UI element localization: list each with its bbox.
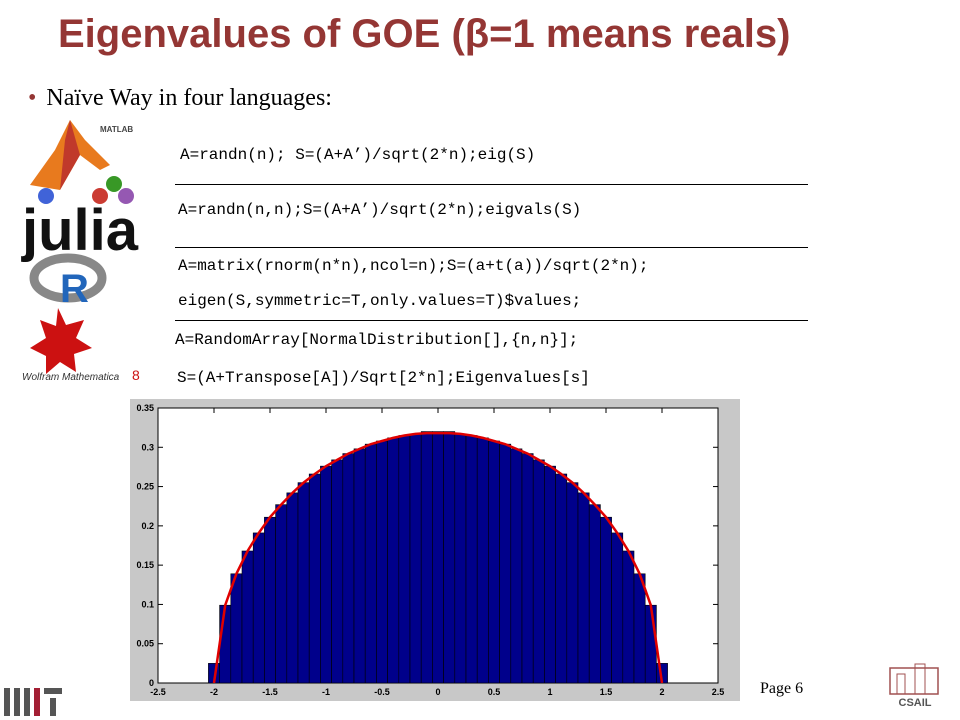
mit-bar	[4, 688, 10, 716]
julia-dot	[92, 188, 108, 204]
histogram-bar	[499, 443, 512, 684]
mit-logo	[4, 688, 62, 716]
code-line: A=randn(n,n);S=(A+A’)/sqrt(2*n);eigvals(…	[178, 201, 582, 219]
histogram-bar	[633, 573, 646, 684]
csail-buildings	[896, 673, 906, 695]
histogram-bar	[521, 453, 534, 684]
histogram-bar	[454, 433, 467, 684]
x-tick-label: 2	[659, 687, 664, 697]
histogram-bar	[544, 465, 556, 684]
histogram-bar	[308, 473, 321, 684]
histogram-bar	[252, 532, 265, 684]
x-tick-label: -2	[210, 687, 218, 697]
chart: 0 0.05 0.1 0.15 0.2 0.25 0.3 0.35 -2.5 -2 -1.5 -1 -0…	[130, 399, 740, 701]
histogram-bar	[644, 604, 657, 684]
histogram-bar	[364, 443, 377, 684]
histogram-bar	[622, 550, 635, 684]
code-line: eigen(S,symmetric=T,only.values=T)$value…	[178, 292, 582, 310]
x-tick-label: -0.5	[374, 687, 390, 697]
y-tick-label: 0.3	[141, 442, 154, 452]
code-line: A=randn(n); S=(A+A’)/sqrt(2*n);eig(S)	[180, 146, 536, 164]
histogram-bar	[286, 492, 299, 684]
logos: MATLAB julia R Wolfram Mathematica 8	[21, 120, 140, 383]
histogram-bar	[476, 437, 489, 684]
histogram-bar	[600, 516, 612, 684]
density-curve	[212, 431, 664, 684]
y-tick-label: 0	[149, 678, 154, 688]
csail-buildings	[889, 667, 939, 695]
r-logo-ring	[29, 253, 107, 303]
histogram-bar	[342, 453, 355, 684]
x-tick-label: 0	[435, 687, 440, 697]
histogram-bar	[532, 459, 545, 684]
r-logo: R	[60, 267, 89, 311]
csail-label: CSAIL	[899, 697, 932, 709]
bullet-text: Naïve Way in four languages:	[46, 85, 332, 111]
y-tick-label: 0.2	[141, 521, 154, 531]
histogram-bar	[353, 448, 366, 684]
x-tick-label: 0.5	[488, 687, 501, 697]
histogram-bar	[588, 504, 601, 684]
histogram-bar	[566, 482, 579, 684]
histogram-bar	[376, 440, 388, 684]
mit-bar	[34, 688, 40, 716]
histogram-bar	[510, 448, 523, 684]
separator	[175, 320, 808, 321]
code-line: A=matrix(rnorm(n*n),ncol=n);S=(a+t(a))/s…	[178, 257, 649, 275]
code-line: A=RandomArray[NormalDistribution[],{n,n}…	[175, 331, 579, 349]
julia-dot	[38, 188, 54, 204]
histogram-bar	[420, 431, 433, 684]
x-tick-label: -1	[322, 687, 330, 697]
histogram-bar	[275, 504, 288, 684]
julia-dot	[118, 188, 134, 204]
histogram-bar	[297, 482, 310, 684]
mit-bar	[24, 688, 30, 716]
x-tick-label: -2.5	[150, 687, 166, 697]
histogram-bar	[611, 532, 624, 684]
histogram-bar	[241, 550, 254, 684]
bullet: • Naïve Way in four languages:	[28, 85, 332, 111]
julia-logo: julia	[21, 198, 139, 263]
y-tick-label: 0.35	[136, 403, 154, 413]
separator	[175, 247, 808, 248]
separator	[175, 184, 808, 185]
histogram-bar	[219, 604, 232, 684]
y-tick-label: 0.05	[136, 639, 154, 649]
code-line: S=(A+Transpose[A])/Sqrt[2*n];Eigenvalues…	[177, 369, 590, 387]
slide-title: Eigenvalues of GOE (β=1 means reals)	[58, 12, 791, 56]
histogram-bar	[230, 573, 243, 684]
mit-bar	[44, 688, 62, 694]
mit-bar	[50, 698, 56, 716]
histogram-bar	[398, 435, 411, 684]
histogram-bar	[409, 433, 422, 684]
histogram-bar	[331, 459, 344, 684]
mathematica-label: Wolfram Mathematica	[22, 372, 120, 383]
julia-dot	[106, 176, 122, 192]
mathematica-version: 8	[132, 367, 140, 383]
histogram-bar	[387, 437, 400, 684]
csail-buildings	[914, 663, 926, 695]
y-tick-label: 0.1	[141, 599, 154, 609]
histogram-bar	[555, 473, 568, 684]
histogram-bar	[432, 431, 444, 684]
x-tick-label: 1.5	[600, 687, 613, 697]
matlab-logo-shade	[60, 120, 80, 190]
mit-bar	[14, 688, 20, 716]
x-tick-label: 2.5	[712, 687, 725, 697]
histogram-bar	[264, 516, 276, 684]
mathematica-logo	[30, 308, 92, 374]
x-tick-label: 1	[547, 687, 552, 697]
histogram-bar	[488, 440, 500, 684]
matlab-label: MATLAB	[100, 125, 133, 134]
histogram-bar	[320, 465, 332, 684]
histogram-bar	[443, 431, 456, 684]
y-tick-label: 0.15	[136, 560, 154, 570]
csail-logo: CSAIL	[889, 663, 939, 709]
x-tick-label: -1.5	[262, 687, 278, 697]
histogram-bar	[465, 435, 478, 684]
page-number: Page 6	[760, 680, 804, 697]
histogram-bar	[577, 492, 590, 684]
y-tick-label: 0.25	[136, 482, 154, 492]
